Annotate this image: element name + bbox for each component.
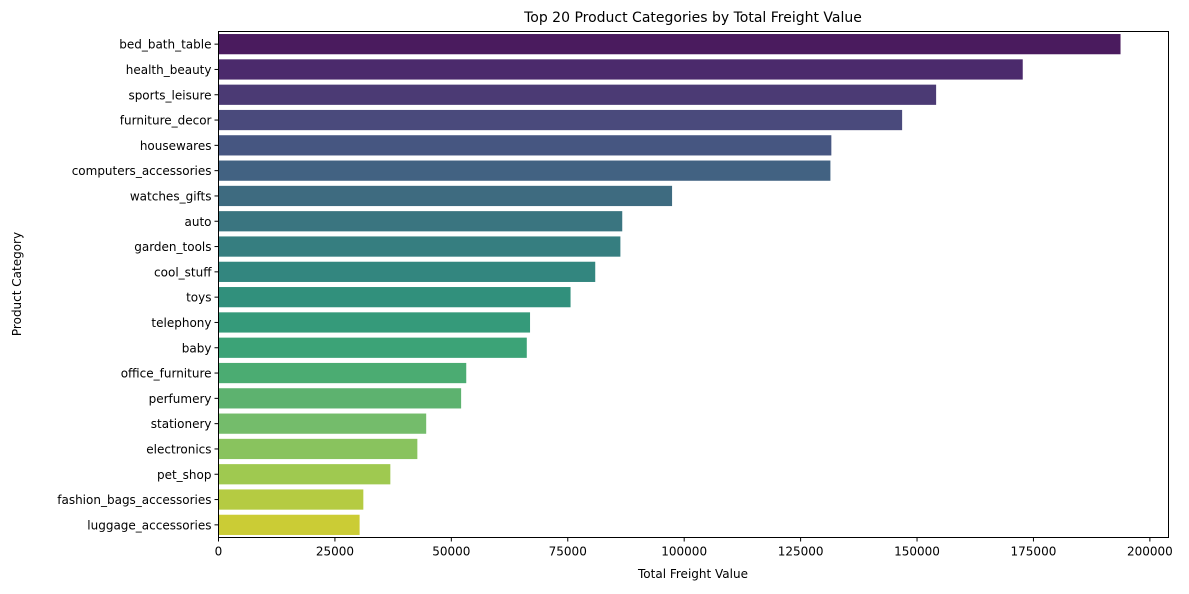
x-tick-label: 75000 bbox=[549, 545, 587, 559]
bar-sports_leisure bbox=[218, 84, 937, 105]
bar-health_beauty bbox=[218, 59, 1023, 80]
y-tick-label: housewares bbox=[140, 139, 212, 153]
x-tick-label: 175000 bbox=[1011, 545, 1057, 559]
y-tick-label: toys bbox=[186, 291, 211, 305]
bar-computers_accessories bbox=[218, 160, 831, 181]
y-tick-label: office_furniture bbox=[121, 367, 212, 381]
bar-luggage_accessories bbox=[218, 514, 360, 535]
y-tick-label: telephony bbox=[151, 316, 211, 330]
bar-office_furniture bbox=[218, 362, 467, 384]
y-tick-label: watches_gifts bbox=[130, 189, 212, 203]
y-tick-label: auto bbox=[184, 215, 211, 229]
bar-fashion_bags_accessories bbox=[218, 489, 364, 510]
y-tick-label: cool_stuff bbox=[154, 265, 212, 279]
x-tick-label: 150000 bbox=[894, 545, 940, 559]
bar-bed_bath_table bbox=[218, 34, 1121, 55]
x-axis-label: Total Freight Value bbox=[637, 567, 748, 581]
y-tick-label: fashion_bags_accessories bbox=[57, 493, 211, 507]
bar-furniture_decor bbox=[218, 109, 903, 131]
y-tick-label: health_beauty bbox=[126, 63, 212, 77]
y-tick-label: computers_accessories bbox=[72, 164, 212, 178]
plot-frame bbox=[218, 31, 1169, 538]
y-tick-label: baby bbox=[182, 341, 212, 355]
x-tick-label: 125000 bbox=[778, 545, 824, 559]
bar-perfumery bbox=[218, 388, 462, 409]
y-tick-label: garden_tools bbox=[134, 240, 211, 254]
bar-auto bbox=[218, 211, 623, 232]
y-tick-label: stationery bbox=[151, 417, 212, 431]
y-tick-label: luggage_accessories bbox=[87, 518, 211, 532]
y-tick-label: electronics bbox=[146, 442, 211, 456]
bar-baby bbox=[218, 337, 527, 358]
bar-toys bbox=[218, 287, 571, 308]
chart-title: Top 20 Product Categories by Total Freig… bbox=[523, 10, 862, 26]
y-axis-label: Product Category bbox=[10, 232, 24, 336]
y-tick-label: perfumery bbox=[149, 392, 212, 406]
bar-telephony bbox=[218, 312, 531, 333]
x-tick-label: 50000 bbox=[432, 545, 470, 559]
bar-housewares bbox=[218, 135, 832, 156]
bar-electronics bbox=[218, 438, 418, 460]
bar-pet_shop bbox=[218, 464, 391, 485]
y-tick-label: pet_shop bbox=[157, 468, 212, 482]
y-tick-label: sports_leisure bbox=[128, 88, 211, 102]
y-tick-label: bed_bath_table bbox=[119, 38, 211, 52]
bar-watches_gifts bbox=[218, 185, 673, 207]
y-tick-label: furniture_decor bbox=[120, 114, 212, 128]
x-tick-label: 200000 bbox=[1127, 545, 1173, 559]
x-tick-label: 25000 bbox=[316, 545, 354, 559]
x-tick-label: 100000 bbox=[661, 545, 707, 559]
bar-cool_stuff bbox=[218, 261, 596, 282]
x-tick-label: 0 bbox=[215, 545, 223, 559]
bar-garden_tools bbox=[218, 236, 621, 257]
bar-stationery bbox=[218, 413, 427, 434]
